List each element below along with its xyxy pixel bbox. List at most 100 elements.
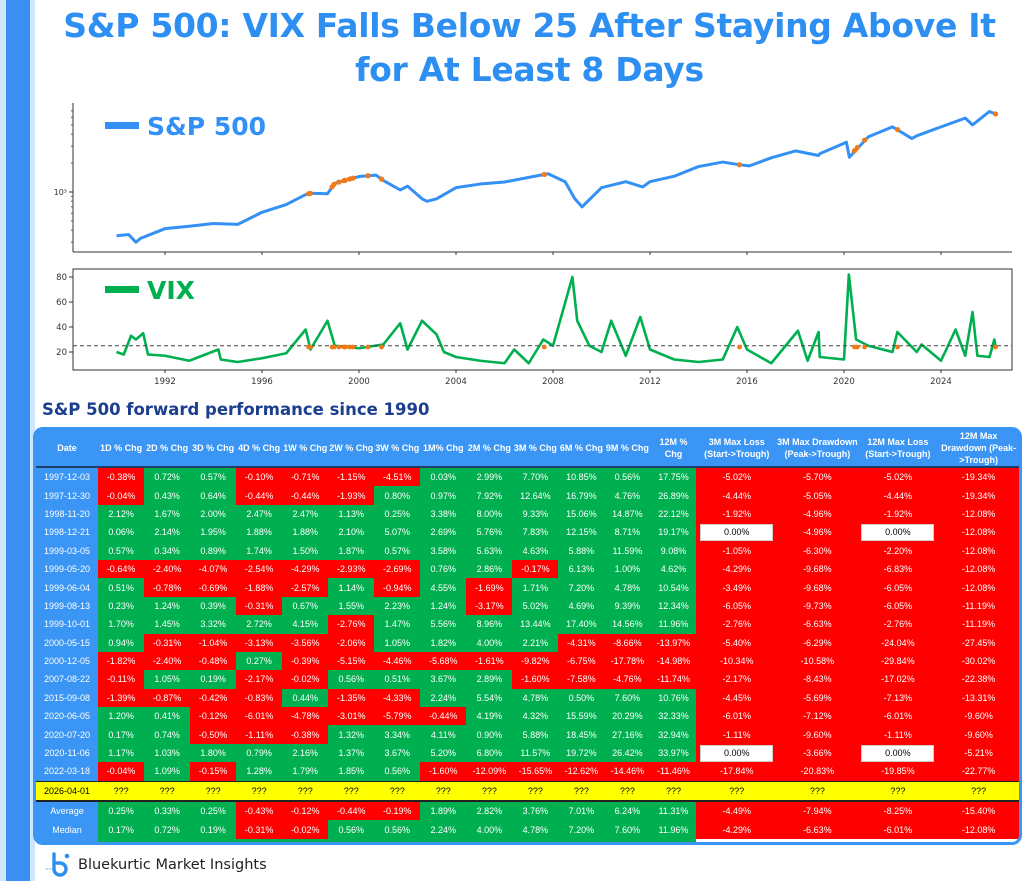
table-cell: -0.78%	[144, 578, 191, 597]
row-label: 2020-11-06	[36, 743, 99, 763]
table-cell: 1.74%	[236, 541, 283, 560]
table-cell: 0.67%	[282, 596, 329, 616]
table-cell: ???	[374, 780, 421, 803]
table-cell: -6.01%	[696, 707, 778, 726]
table-cell: 52.94%	[328, 838, 375, 842]
table-cell: -0.50%	[190, 725, 237, 744]
table-cell: 64.71%	[374, 838, 421, 842]
column-header: 2W % Chg	[328, 430, 375, 468]
table-cell: -3.17%	[466, 596, 513, 616]
table-cell: -1.05%	[696, 541, 778, 560]
table-cell: 5.07%	[374, 523, 421, 542]
table-cell: 7.20%	[558, 820, 605, 839]
table-cell: -7.12%	[777, 707, 858, 726]
table-cell: -4.46%	[374, 651, 421, 671]
table-cell: -12.08%	[938, 541, 1019, 560]
table-cell: 1.67%	[144, 504, 191, 524]
table-cell: -6.01%	[236, 707, 283, 726]
charts-area: 10³ S&P 500 20 40 60 80 1992 1996 2000 2004 2008 20…	[54, 103, 1013, 387]
zero-value-box: 0.00%	[861, 744, 935, 762]
column-header: 3M % Chg	[512, 430, 559, 468]
table-row: 1999-08-13 0.23% 1.24% 0.39% -0.31% 0.67% 1.55…	[36, 596, 1019, 616]
table-cell: -0.31%	[144, 633, 191, 652]
row-label: 2026-04-01	[36, 780, 99, 803]
table-cell: -29.84%	[857, 651, 939, 671]
table-cell: -1.35%	[328, 688, 375, 708]
table-cell: 2.00%	[190, 504, 237, 524]
table-cell: 76.47%	[604, 838, 651, 842]
table-cell: 1.28%	[236, 762, 283, 782]
vix-y-tick-label: 60	[56, 298, 67, 308]
zero-value-box: 0.00%	[700, 523, 774, 541]
table-cell: -10.34%	[696, 651, 778, 671]
table-cell: -15.65%	[512, 762, 559, 782]
vix-signal-marker	[895, 344, 900, 350]
table-row: 2015-09-08 -1.39% -0.87% -0.42% -0.83% 0.44% -…	[36, 688, 1019, 708]
table-cell: -3.66%	[777, 743, 858, 763]
table-cell: -0.04%	[98, 486, 145, 505]
table-cell: -11.74%	[650, 670, 697, 689]
table-row: 2020-07-20 0.17% 0.74% -0.50% -1.11% -0.38% 1.…	[36, 725, 1019, 744]
table-cell: 0.17%	[98, 725, 145, 744]
table-cell: 0.00%	[696, 523, 778, 542]
table-cell: ???	[558, 780, 605, 803]
table-cell: 17.75%	[650, 467, 697, 487]
table-cell: 2.99%	[466, 467, 513, 487]
table-cell: 0.19%	[190, 820, 237, 839]
table-cell: -1.11%	[236, 725, 283, 744]
row-label: 2000-12-05	[36, 651, 99, 671]
table-row: 2000-05-15 0.94% -0.31% -1.04% -3.13% -3.56% -…	[36, 633, 1019, 652]
table-cell: ???	[328, 780, 375, 803]
table-cell: -9.68%	[777, 559, 858, 579]
sp500-line	[116, 109, 997, 244]
table-cell: 0.27%	[236, 651, 283, 671]
table-cell: -19.34%	[938, 486, 1019, 505]
table-cell: -3.56%	[282, 633, 329, 652]
brand-name: Bluekurtic Market Insights	[78, 857, 267, 873]
table-cell: -0.43%	[236, 801, 283, 821]
table-cell: -0.10%	[236, 467, 283, 487]
summary-row: Average 0.25% 0.33% 0.25% -0.43% -0.12% -0.44%…	[36, 801, 1019, 821]
table-cell: 7.60%	[604, 688, 651, 708]
table-cell: 1.87%	[328, 541, 375, 560]
table-cell: -4.49%	[696, 801, 778, 821]
table-cell: -9.82%	[512, 651, 559, 671]
table-cell: -0.38%	[282, 725, 329, 744]
table-cell: 0.56%	[328, 670, 375, 689]
table-cell: -6.01%	[857, 820, 939, 839]
table-cell: -5.21%	[938, 743, 1019, 763]
table-row: 1997-12-03 -0.38% 0.72% 0.57% -0.10% -0.71% -1…	[36, 467, 1019, 487]
table-row: 1998-12-21 0.06% 2.14% 1.95% 1.88% 1.88% 2.10%…	[36, 523, 1019, 542]
column-header: 12M Max Loss (Start->Trough)	[857, 430, 939, 468]
table-cell: 2.47%	[236, 504, 283, 524]
table-cell: 2.69%	[420, 523, 467, 542]
table-cell: 7.83%	[512, 523, 559, 542]
table-cell: 41.18%	[236, 838, 283, 842]
vix-signal-marker	[365, 344, 371, 350]
table-cell: 5.20%	[420, 743, 467, 763]
table-cell: -0.02%	[282, 670, 329, 689]
table-cell: -5.68%	[420, 651, 467, 671]
table-cell: 1.17%	[98, 743, 145, 763]
table-cell: 3.32%	[190, 615, 237, 634]
table-cell: 0.57%	[190, 467, 237, 487]
table-cell: -1.82%	[98, 651, 145, 671]
vix-x-tick-label: 2000	[348, 377, 370, 387]
table-cell: -6.75%	[558, 651, 605, 671]
table-cell: -0.69%	[190, 578, 237, 597]
table-cell: 0.00%	[857, 523, 939, 542]
table-cell: -19.34%	[938, 467, 1019, 487]
row-label: 1999-06-04	[36, 578, 99, 597]
table-cell: 1.24%	[420, 596, 467, 616]
table-cell: 0.57%	[374, 541, 421, 560]
table-cell: 2.24%	[420, 688, 467, 708]
table-cell: -0.31%	[236, 596, 283, 616]
table-cell: -0.71%	[282, 467, 329, 487]
table-cell: ???	[857, 780, 939, 803]
table-cell: 19.17%	[650, 523, 697, 542]
table-cell: ???	[604, 780, 651, 803]
column-header: 4D % Chg	[236, 430, 283, 468]
table-cell: -17.78%	[604, 651, 651, 671]
row-label: 1998-12-21	[36, 523, 99, 542]
table-cell: -0.19%	[374, 801, 421, 821]
